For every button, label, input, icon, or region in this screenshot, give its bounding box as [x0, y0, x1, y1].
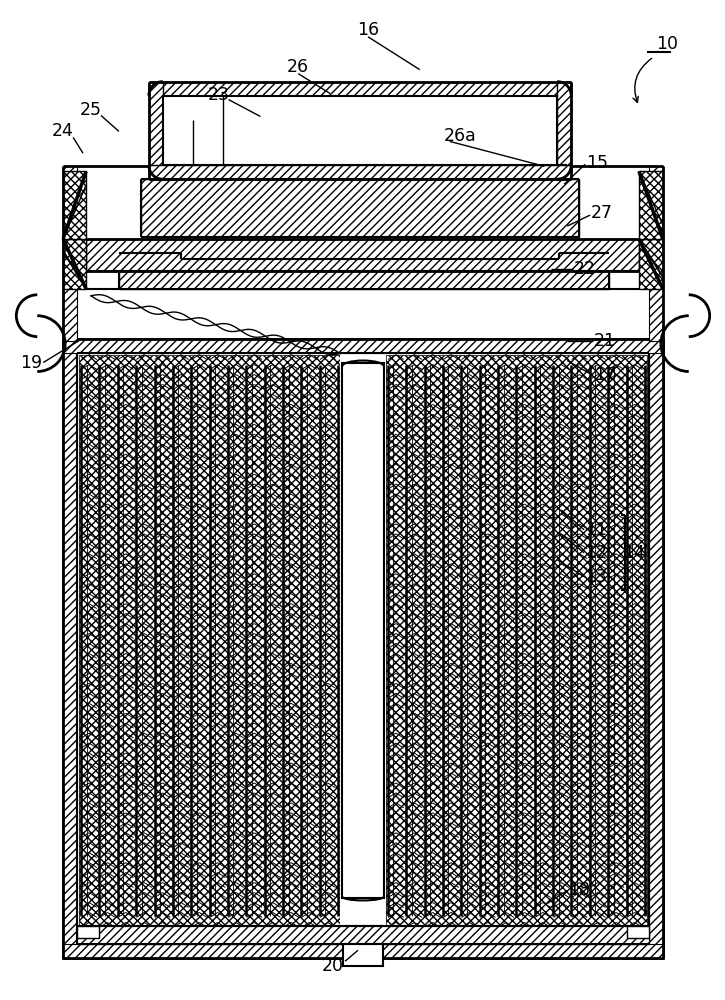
Bar [77, 926, 649, 944]
Bar [265, 360, 284, 921]
Bar [117, 360, 135, 921]
Bar [535, 360, 554, 921]
Bar [423, 360, 442, 921]
Text: 26: 26 [287, 58, 310, 76]
Bar [554, 360, 572, 921]
Bar [342, 363, 384, 898]
Text: 18: 18 [568, 881, 590, 899]
Bar [649, 239, 663, 283]
Bar [629, 360, 647, 921]
Bar [79, 355, 340, 926]
Bar [191, 360, 210, 921]
Polygon shape [639, 239, 663, 289]
Bar [479, 360, 498, 921]
Bar [460, 360, 479, 921]
Text: 20: 20 [322, 957, 344, 975]
Bar [498, 360, 516, 921]
Bar [247, 360, 265, 921]
Bar [228, 360, 247, 921]
Bar [149, 82, 571, 96]
Bar [149, 165, 571, 179]
Polygon shape [63, 171, 86, 239]
Bar [149, 82, 163, 179]
Text: 22: 22 [574, 260, 596, 278]
Text: 11: 11 [585, 521, 607, 539]
Bar [77, 926, 99, 938]
Bar [63, 944, 663, 958]
Bar [321, 360, 340, 921]
Bar [79, 355, 647, 926]
Bar [210, 360, 228, 921]
Bar [442, 360, 460, 921]
Bar [649, 166, 663, 341]
Bar [558, 82, 571, 179]
Bar [340, 355, 386, 926]
Bar [119, 271, 609, 289]
Text: 17: 17 [594, 366, 616, 384]
Bar [303, 360, 321, 921]
Text: 26a: 26a [443, 127, 476, 145]
Text: 10: 10 [656, 35, 678, 53]
Bar [86, 239, 639, 271]
Bar [627, 926, 649, 938]
Text: 24: 24 [52, 122, 74, 140]
Bar [343, 944, 383, 966]
Bar [79, 355, 340, 926]
Bar [141, 179, 579, 237]
Bar [572, 360, 591, 921]
Text: 14: 14 [623, 544, 645, 562]
Bar [63, 166, 77, 341]
Bar [591, 360, 610, 921]
Text: 16: 16 [357, 21, 379, 39]
Bar [63, 239, 77, 283]
Bar [63, 339, 77, 958]
Text: 23: 23 [207, 86, 230, 104]
Bar [63, 339, 663, 958]
Text: 15: 15 [586, 154, 608, 172]
Bar [79, 360, 98, 921]
Bar [386, 360, 405, 921]
Bar [135, 360, 154, 921]
Bar [63, 339, 663, 353]
Text: 25: 25 [80, 101, 102, 119]
Polygon shape [639, 171, 663, 239]
Text: 27: 27 [591, 204, 613, 222]
Bar [77, 926, 649, 944]
Bar [163, 96, 558, 165]
Bar [284, 360, 303, 921]
Bar [405, 360, 423, 921]
Bar [386, 355, 647, 926]
Bar [649, 339, 663, 958]
Polygon shape [63, 239, 86, 289]
Bar [98, 360, 117, 921]
Bar [173, 360, 191, 921]
Bar [610, 360, 629, 921]
Bar [79, 355, 647, 926]
Text: 19: 19 [20, 354, 42, 372]
Bar [154, 360, 173, 921]
Text: 13: 13 [585, 568, 607, 586]
Text: 21: 21 [594, 332, 616, 350]
Bar [516, 360, 535, 921]
Text: 12: 12 [585, 544, 607, 562]
Bar [79, 355, 340, 926]
